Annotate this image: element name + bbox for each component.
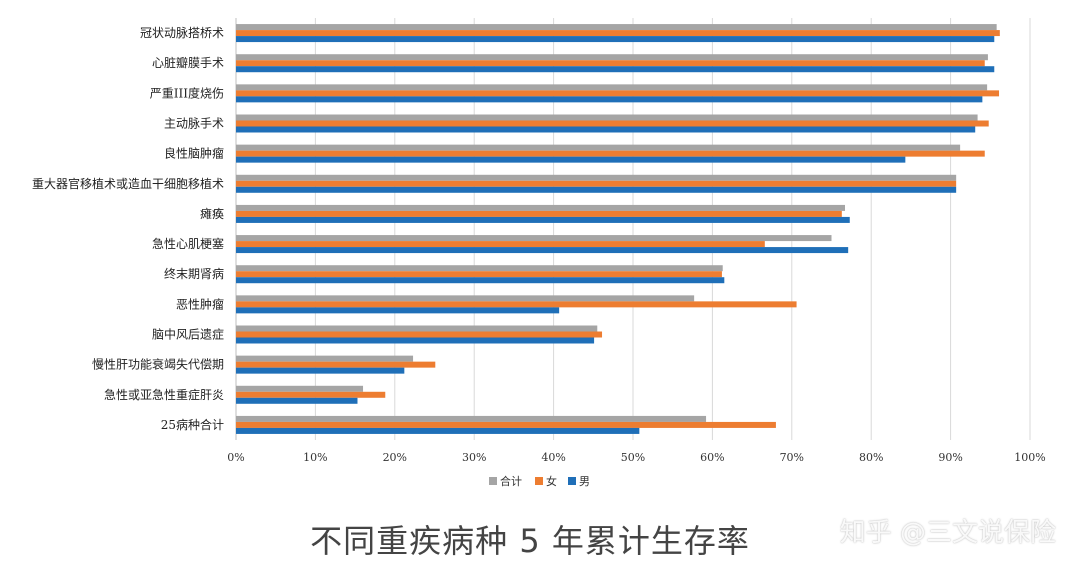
legend-swatch [568,477,576,485]
bar-合计 [236,415,707,422]
legend-entry: 女 [546,474,557,488]
bars [236,24,1000,434]
category-label: 冠状动脉搭桥术 [140,25,224,40]
bar-男 [236,96,983,103]
x-tick-label: 10% [303,451,327,464]
category-label: 脑中风后遗症 [152,327,224,342]
chart-title: 不同重疾病种 5 年累计生存率 [310,522,750,560]
bar-合计 [236,24,997,31]
bar-男 [236,307,560,314]
bar-女 [236,60,985,67]
bar-女 [236,301,797,308]
bar-女 [236,90,1000,97]
x-tick-labels: 0% 10% 20% 30% 40% 50% 60% 70% 80% 90% 100% [227,451,1045,464]
category-label: 主动脉手术 [164,116,224,131]
x-tick-label: 90% [938,451,962,464]
x-tick-label: 30% [462,451,486,464]
x-tick-label: 100% [1014,451,1045,464]
category-label: 慢性肝功能衰竭失代偿期 [92,357,224,372]
bar-女 [236,271,722,278]
bar-合计 [236,114,978,121]
bar-合计 [236,54,988,61]
bar-女 [236,30,1000,37]
bar-女 [236,120,989,127]
bar-女 [236,241,765,248]
bar-男 [236,216,850,223]
bar-女 [236,421,776,428]
bar-chart: 冠状动脉搭桥术心脏瓣膜手术严重III度烧伤主动脉手术良性脑肿瘤重大器官移植术或造… [32,18,1046,488]
category-label: 急性心肌梗塞 [152,236,224,251]
bar-合计 [236,385,364,392]
bar-男 [236,427,640,434]
category-label: 良性脑肿瘤 [164,146,224,161]
legend-entry: 男 [579,475,590,488]
category-label: 终末期肾病 [164,266,224,281]
bar-男 [236,277,725,284]
category-label: 瘫痪 [200,206,224,221]
bar-男 [236,66,995,73]
bar-合计 [236,84,988,91]
bar-男 [236,247,849,254]
bar-女 [236,361,436,368]
legend: 合计 女 男 [489,474,590,488]
bar-男 [236,337,595,344]
category-labels: 冠状动脉搭桥术心脏瓣膜手术严重III度烧伤主动脉手术良性脑肿瘤重大器官移植术或造… [32,25,224,432]
category-label: 心脏瓣膜手术 [152,55,224,70]
bar-合计 [236,265,723,272]
category-label: 急性或亚急性重症肝炎 [104,387,224,402]
grid-lines [235,18,1031,440]
bar-女 [236,180,957,187]
bar-合计 [236,325,598,332]
bar-女 [236,331,603,338]
x-tick-label: 40% [541,451,565,464]
bar-女 [236,210,842,217]
x-tick-label: 60% [700,451,724,464]
bar-男 [236,397,358,404]
category-label: 重大器官移植术或造血干细胞移植术 [32,176,224,191]
category-label: 25病种合计 [161,417,224,432]
bar-男 [236,36,995,43]
bar-合计 [236,174,957,181]
bar-合计 [236,355,414,362]
bar-女 [236,150,985,157]
legend-swatch [535,477,543,485]
bar-合计 [236,204,845,211]
x-tick-label: 20% [383,451,407,464]
bar-女 [236,391,386,398]
category-label: 严重III度烧伤 [150,85,224,100]
legend-swatch [489,477,497,485]
x-tick-label: 80% [859,451,883,464]
x-tick-label: 70% [780,451,804,464]
bar-合计 [236,144,961,151]
bar-合计 [236,235,832,242]
x-tick-label: 50% [621,451,645,464]
bar-男 [236,156,906,163]
bar-合计 [236,295,695,302]
x-tick-label: 0% [227,451,244,464]
bar-男 [236,126,976,133]
legend-entry: 合计 [500,474,522,488]
bar-男 [236,186,957,193]
category-label: 恶性肿瘤 [176,296,224,311]
watermark: 知乎 @三文说保险 [839,518,1056,548]
bar-男 [236,367,405,374]
